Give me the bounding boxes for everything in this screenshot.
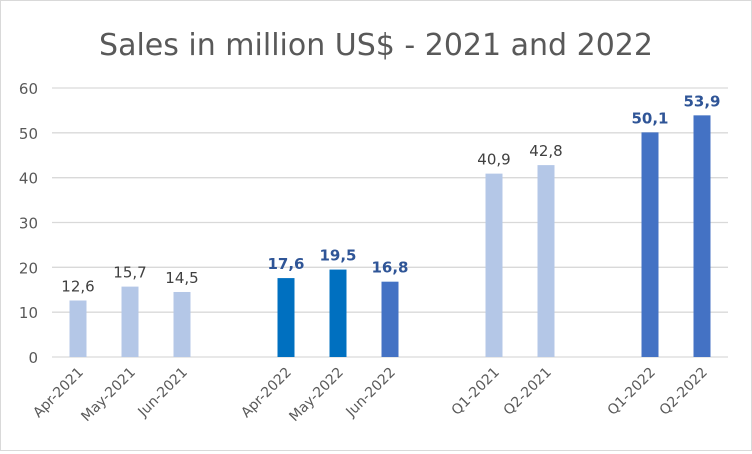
bar	[69, 300, 87, 357]
gridlines	[52, 87, 728, 358]
y-tick-label: 50	[19, 125, 38, 143]
x-tick-label: Q1-2022	[605, 365, 659, 419]
data-label: 50,1	[631, 109, 668, 127]
bar	[277, 278, 295, 357]
x-tick-label: Q2-2021	[501, 365, 555, 419]
chart-title: Sales in million US$ - 2021 and 2022	[99, 28, 653, 63]
bar	[381, 281, 399, 357]
data-label: 14,5	[165, 269, 198, 287]
bars	[69, 115, 711, 358]
data-label: 40,9	[477, 151, 510, 169]
bar	[641, 132, 659, 357]
y-tick-label: 0	[28, 349, 38, 367]
bar	[173, 291, 191, 357]
bar	[537, 165, 555, 357]
y-tick-label: 30	[19, 215, 38, 233]
y-tick-label: 20	[19, 259, 38, 277]
data-label: 12,6	[61, 278, 94, 296]
data-label: 15,7	[113, 264, 146, 282]
data-label: 53,9	[683, 92, 720, 110]
data-labels: 12,6 15,7 14,5 17,6 19,5 16,8 40,9 42,8 50,1 53,9	[61, 92, 720, 295]
bar	[329, 269, 347, 357]
data-label: 16,8	[371, 259, 408, 277]
y-tick-label: 40	[19, 170, 38, 188]
bar	[485, 173, 503, 357]
y-axis: 0 10 20 30 40 50 60	[19, 80, 38, 367]
bar	[693, 115, 711, 358]
x-tick-label: Q1-2021	[449, 365, 503, 419]
y-tick-label: 60	[19, 80, 38, 98]
x-tick-label: Jun-2022	[343, 365, 399, 421]
x-tick-label: Q2-2022	[657, 365, 711, 419]
data-label: 17,6	[267, 255, 304, 273]
x-tick-label: May-2022	[286, 365, 346, 425]
y-tick-label: 10	[19, 304, 38, 322]
x-tick-label: Jun-2021	[135, 365, 191, 421]
x-tick-label: May-2021	[78, 365, 138, 425]
bar	[121, 286, 139, 357]
data-label: 42,8	[529, 142, 562, 160]
data-label: 19,5	[319, 247, 356, 265]
